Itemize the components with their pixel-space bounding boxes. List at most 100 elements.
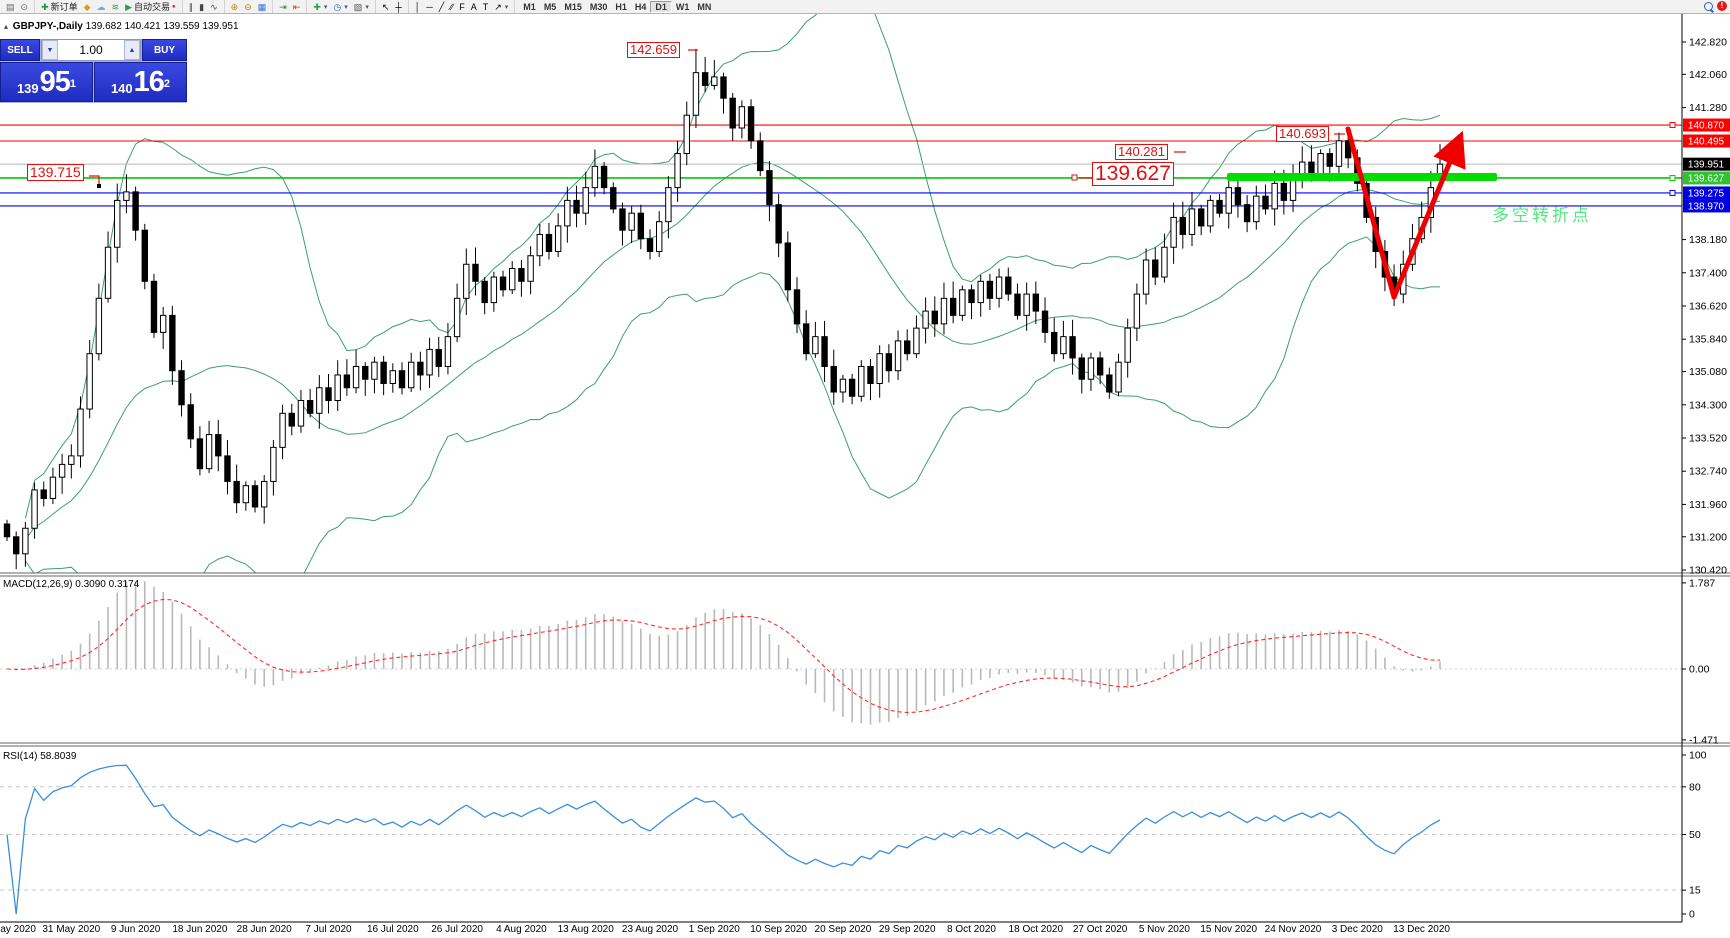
annotation-anchor (97, 184, 101, 188)
chart-shift-icon[interactable]: ⇥ (276, 1, 290, 13)
price-label-139715[interactable]: 139.715 (27, 164, 84, 181)
market-watch-icon[interactable]: ◆ (81, 1, 94, 13)
price-tick-label: 132.740 (1689, 466, 1727, 478)
timeframe-h4[interactable]: H4 (634, 1, 647, 12)
price-label-140693[interactable]: 140.693 (1276, 126, 1329, 142)
new-chart-icon[interactable]: ▤ (3, 1, 18, 13)
date-tick-label: 29 Sep 2020 (879, 924, 936, 935)
bollinger-lower-band (24, 236, 1440, 573)
ask-pipette: 2 (163, 77, 171, 90)
timeframe-m15[interactable]: M15 (564, 1, 582, 12)
buy-button[interactable]: BUY (142, 39, 187, 61)
ask-big-figure: 140 (110, 81, 133, 96)
macd-signal-line (6, 598, 1441, 714)
horizontal-line-icon[interactable]: ─ (423, 1, 435, 13)
fibonacci-icon[interactable]: F (456, 1, 468, 13)
line-handle[interactable] (1669, 122, 1676, 129)
periods-icon[interactable]: ◷ ▾ (330, 1, 350, 13)
price-tick-label: 134.300 (1689, 399, 1727, 411)
toolbar-group: ▤ ⊙ (0, 0, 36, 13)
timeframe-mn[interactable]: MN (697, 1, 712, 12)
dropdown-arrow-icon: ▾ (504, 3, 509, 11)
timeframe-m5[interactable]: M5 (543, 1, 557, 12)
date-tick-label: 31 May 2020 (42, 924, 100, 935)
date-tick-label: 9 Jun 2020 (111, 924, 161, 935)
symbol-name: GBPJPY-,Daily (12, 21, 83, 32)
label-icon[interactable]: T (480, 1, 492, 13)
zoom-out-icon[interactable]: ⊖ (241, 1, 255, 13)
indicators-icon[interactable]: ✚ ▾ (310, 1, 330, 13)
autotrading-button[interactable]: ▶ 自动交易 ● (122, 1, 179, 13)
volume-stepper: ▼ 1.00 ▲ (41, 39, 141, 61)
toolbar-group: │ ─ ╱ ∕∕ F A T ↗ ▾ (409, 0, 516, 13)
price-label-140281[interactable]: 140.281 (1115, 144, 1168, 160)
line-handle[interactable] (1669, 189, 1676, 196)
crosshair-icon[interactable]: ┼ (392, 1, 404, 13)
equidistant-channel-icon[interactable]: ∕∕ (447, 1, 456, 13)
price-tick-label: 131.200 (1689, 531, 1727, 543)
candlestick-chart-icon[interactable]: ▮ (196, 1, 207, 13)
auto-scroll-icon[interactable]: ⇤ (290, 1, 304, 13)
volume-increase-button[interactable]: ▲ (124, 40, 140, 60)
date-tick-label: 24 Nov 2020 (1265, 924, 1322, 935)
line-chart-icon[interactable]: ∿ (207, 1, 221, 13)
toolbar-group: ✚ ▾ ◷ ▾ ▧ ▾ (307, 0, 376, 13)
price-tick-label: 131.960 (1689, 499, 1727, 511)
signal-icon[interactable]: ≋ (109, 1, 123, 13)
chart-preview-icon[interactable]: ⊙ (18, 1, 32, 13)
price-label-142659[interactable]: 142.659 (627, 42, 680, 58)
chinese-note-label[interactable]: 多空转折点 (1492, 206, 1592, 225)
dropdown-arrow-icon: ▾ (365, 3, 369, 11)
rsi-indicator-label: RSI(14) 58.8039 (3, 751, 77, 762)
macd-tick-label: 0.00 (1689, 664, 1710, 676)
sell-button[interactable]: SELL (0, 39, 40, 61)
new-order-button[interactable]: ✚ 新订单 (38, 1, 81, 13)
zoom-in-icon[interactable]: ⊕ (228, 1, 242, 13)
volume-decrease-button[interactable]: ▼ (42, 40, 58, 60)
timeframe-h1[interactable]: H1 (615, 1, 627, 12)
cursor-icon[interactable]: ↖ (379, 1, 393, 13)
price-tick-label: 133.520 (1689, 432, 1727, 444)
timeframe-w1[interactable]: W1 (675, 1, 690, 12)
candles (3, 48, 1444, 570)
date-tick-label: 18 Jun 2020 (172, 924, 227, 935)
search-icon[interactable] (1704, 1, 1713, 11)
timeframe-d1[interactable]: D1 (650, 0, 672, 13)
candlestick-chart-icon: ▮ (199, 1, 205, 12)
cloud-icon[interactable]: ☁ (94, 1, 109, 13)
bid-big-figure: 139 (16, 81, 39, 96)
date-tick-label: 21 May 2020 (0, 924, 36, 935)
bid-pips: 95 (39, 65, 71, 98)
templates-icon[interactable]: ▧ ▾ (351, 1, 372, 13)
date-tick-label: 15 Nov 2020 (1200, 924, 1257, 935)
rsi-tick-label: 100 (1689, 750, 1707, 762)
dropdown-arrow-icon: ▾ (344, 3, 348, 11)
arrows-icon[interactable]: ↗ ▾ (491, 1, 511, 13)
bar-chart-icon[interactable]: ∥ (186, 1, 197, 13)
trend-arrow-up-stroke[interactable] (1391, 130, 1466, 300)
timeframe-m1[interactable]: M1 (523, 1, 536, 12)
vertical-line-icon[interactable]: │ (412, 1, 424, 13)
timeframe-bar: M1 M5 M15 M30 H1 H4 D1 W1 MN (515, 0, 719, 13)
trendline-icon[interactable]: ╱ (436, 1, 447, 13)
toolbar-group: ✚ 新订单 ◆ ☁ ≋ ▶ 自动交易 ● (35, 0, 183, 13)
price-label-139627[interactable]: 139.627 (1092, 162, 1174, 187)
bid-price-button[interactable]: 139 95 1 (0, 62, 93, 102)
ask-price-button[interactable]: 140 16 2 (94, 62, 187, 102)
price-tag (1683, 186, 1730, 200)
timeframe-m30[interactable]: M30 (589, 1, 608, 12)
trend-arrow-down-stroke[interactable] (1345, 126, 1397, 300)
date-tick-label: 18 Oct 2020 (1009, 924, 1064, 935)
ask-pips: 16 (133, 65, 165, 98)
tile-windows-icon[interactable]: ▦ (255, 1, 270, 13)
text-icon[interactable]: A (468, 1, 480, 13)
volume-value[interactable]: 1.00 (79, 43, 103, 57)
line-handle[interactable] (1669, 174, 1676, 181)
bar-chart-icon: ∥ (188, 1, 194, 12)
market-watch-icon: ◆ (83, 1, 91, 12)
one-click-trading-panel: SELL ▼ 1.00 ▲ BUY 139 95 1 140 16 2 (0, 39, 187, 103)
new-order-button-label: 新订单 (50, 2, 78, 12)
notification-icon[interactable]: ! (1717, 1, 1727, 11)
toolbar-group: ⊕ ⊖ ▦ (225, 0, 274, 13)
